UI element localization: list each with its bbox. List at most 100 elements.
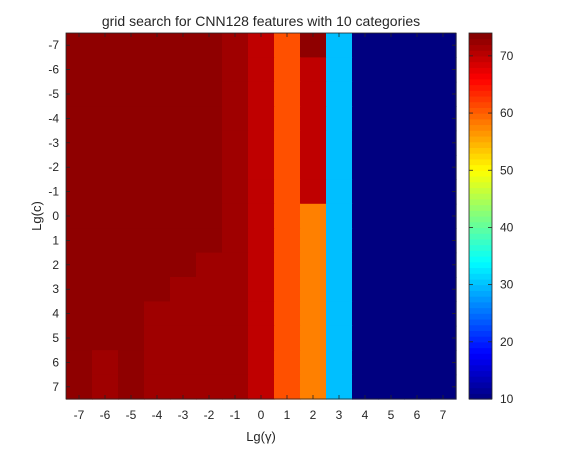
heatmap-cell [378,301,405,327]
heatmap-cell [170,33,197,58]
colorbar-segment [469,84,492,91]
heatmap-cell [404,130,431,156]
x-tick-label: 5 [388,408,395,422]
heatmap-cell [352,155,379,180]
heatmap-cell [378,203,405,229]
x-tick-label: 6 [414,408,421,422]
heatmap-cell [404,81,431,107]
heatmap-cell [404,203,431,229]
heatmap-cell [352,203,379,229]
y-tick-label: 2 [52,258,59,272]
colorbar-segment [469,107,492,114]
heatmap-cell [274,252,301,278]
colorbar-segment [469,250,492,257]
colorbar-segment [469,347,492,354]
heatmap-cell [326,350,353,376]
heatmap-cell [66,325,93,351]
heatmap-cell [300,57,327,83]
heatmap-cell [170,325,197,351]
colorbar-segment [469,324,492,331]
colorbar-segment [469,290,492,297]
colorbar-tick-label: 50 [500,163,514,177]
heatmap-cell [326,301,353,327]
heatmap-cell [248,252,275,278]
colorbar-segment [469,381,492,389]
heatmap-cell [196,252,223,278]
heatmap-cell [248,325,275,351]
colorbar-segment [469,341,492,349]
heatmap-cell [300,252,327,278]
heatmap-cell [118,130,145,156]
heatmap-cell [66,350,93,376]
colorbar-segment [469,336,492,343]
heatmap-cell [144,106,171,132]
y-axis-label: Lg(c) [29,201,44,231]
heatmap-cell [92,106,119,132]
heatmap-cell [170,301,197,327]
colorbar-segment [469,284,492,291]
heatmap-cell [222,203,249,229]
heatmap-cell [66,130,93,156]
heatmap-cell [404,325,431,351]
heatmap-cell [274,325,301,351]
heatmap-cell [92,57,119,83]
colorbar-segment [469,353,492,360]
heatmap-cell [118,252,145,278]
heatmap-cell [352,228,379,254]
heatmap-cell [118,203,145,229]
heatmap-cell [222,252,249,278]
heatmap-cell [144,81,171,107]
colorbar-tick-label: 30 [500,278,514,292]
colorbar-segment [469,44,492,51]
x-axis: -7 -6 -5 -4 -3 -2 -1 0 1 2 3 4 5 6 7 [74,33,447,422]
colorbar-segment [469,153,492,160]
heatmap-cell [404,228,431,254]
heatmap-cell [92,203,119,229]
heatmap-cell [66,277,93,302]
heatmap-cell [118,350,145,376]
heatmap-cell [326,252,353,278]
heatmap-cell [300,277,327,302]
colorbar-segment [469,244,492,251]
heatmap-cell [248,33,275,58]
heatmap-cell [248,350,275,376]
colorbar-segment [469,233,492,240]
heatmap-cell [66,33,93,58]
colorbar-segment [469,147,492,154]
x-tick-label: -2 [204,408,215,422]
y-tick-label: 0 [52,209,59,223]
x-tick-label: 0 [258,408,265,422]
y-tick-label: 4 [52,307,59,321]
colorbar-segment [469,38,492,46]
colorbar-segment [469,318,492,326]
colorbar-segment [469,370,492,377]
heatmap-cell [326,325,353,351]
colorbar-segment [469,175,492,183]
colorbar-segment [469,364,492,372]
heatmap-cell [92,277,119,302]
heatmap-cell [118,33,145,58]
heatmap-cell [378,228,405,254]
heatmap-cell [248,130,275,156]
x-tick-label: -4 [152,408,163,422]
colorbar-tick-label: 40 [500,220,514,234]
heatmap-cell [170,203,197,229]
heatmap-cell [222,179,249,205]
heatmap-cell [170,106,197,132]
heatmap-cell [222,155,249,180]
heatmap-cell [326,57,353,83]
colorbar-segment [469,135,492,143]
heatmap-cell [66,106,93,132]
heatmap-cell [404,155,431,180]
colorbar [469,33,492,400]
heatmap-cell [170,228,197,254]
colorbar-segment [469,193,492,200]
heatmap-cell [326,203,353,229]
x-tick-label: -1 [230,408,241,422]
colorbar-segment [469,307,492,314]
colorbar-segment [469,296,492,303]
heatmap-cell [248,57,275,83]
heatmap-cell [404,277,431,302]
colorbar-segment [469,158,492,166]
heatmap-cell [144,301,171,327]
